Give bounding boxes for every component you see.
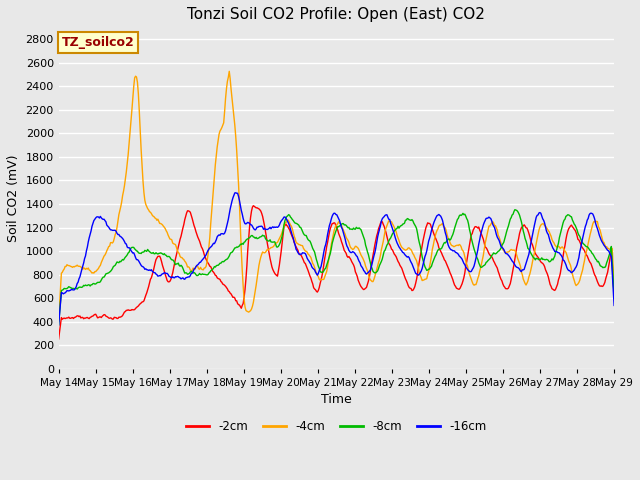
Title: Tonzi Soil CO2 Profile: Open (East) CO2: Tonzi Soil CO2 Profile: Open (East) CO2 xyxy=(188,7,485,22)
Y-axis label: Soil CO2 (mV): Soil CO2 (mV) xyxy=(7,154,20,242)
Text: TZ_soilco2: TZ_soilco2 xyxy=(61,36,134,49)
Legend: -2cm, -4cm, -8cm, -16cm: -2cm, -4cm, -8cm, -16cm xyxy=(181,416,492,438)
X-axis label: Time: Time xyxy=(321,394,352,407)
